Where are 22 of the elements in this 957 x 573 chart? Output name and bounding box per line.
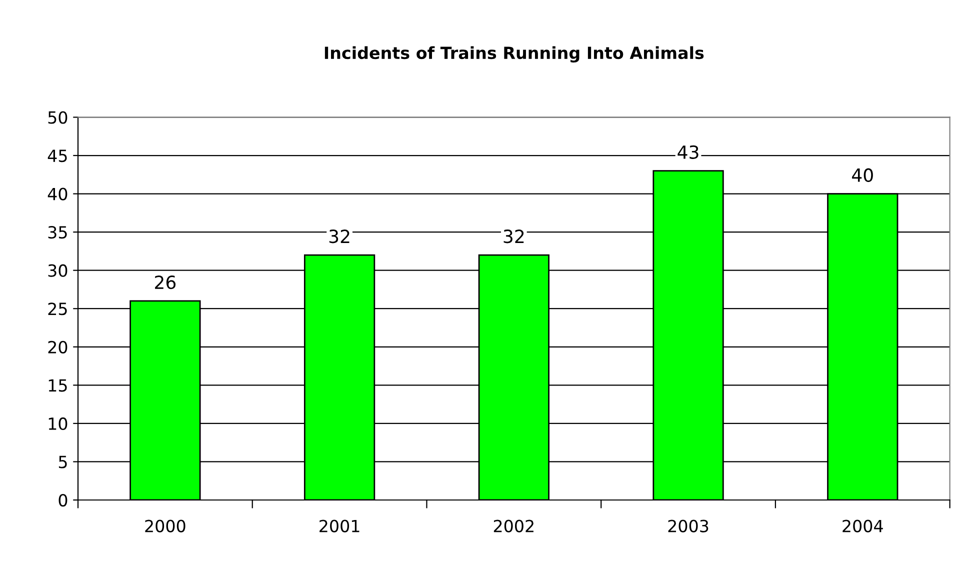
y-tick-label: 5 — [58, 456, 67, 468]
y-tick-label: 0 — [58, 494, 68, 507]
data-label: 32 — [329, 230, 350, 244]
data-label: 43 — [678, 145, 698, 159]
x-tick-label: 2002 — [494, 520, 534, 532]
y-tick-label: 10 — [48, 417, 68, 430]
data-label: 40 — [852, 168, 873, 182]
y-tick-label: 15 — [48, 379, 67, 392]
x-tick-label: 2004 — [842, 520, 883, 532]
y-tick-label: 30 — [48, 264, 68, 277]
x-tick-label: 2001 — [320, 520, 360, 532]
y-tick-label: 25 — [48, 302, 67, 316]
y-tick-label: 20 — [48, 340, 68, 354]
data-label: 32 — [504, 230, 524, 244]
y-tick-label: 35 — [48, 226, 67, 239]
y-tick-label: 50 — [48, 111, 68, 124]
y-tick-label: 45 — [48, 150, 67, 162]
chart-title: Incidents of Trains Running Into Animals — [324, 46, 704, 62]
x-tick-label: 2000 — [145, 520, 186, 532]
data-label: 26 — [155, 275, 176, 290]
x-tick-label: 2003 — [668, 520, 708, 532]
y-tick-label: 40 — [48, 188, 68, 200]
